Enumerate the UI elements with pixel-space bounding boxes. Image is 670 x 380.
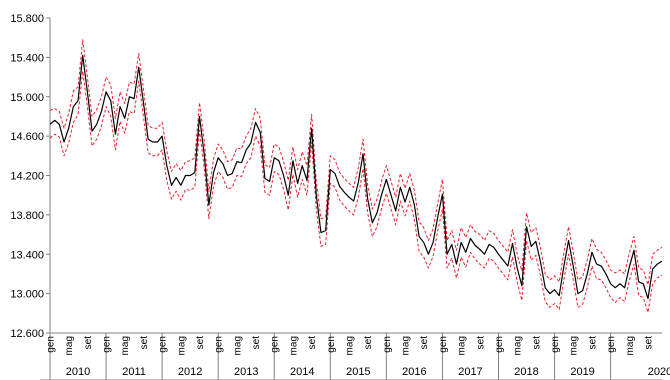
month-tick-label: mag	[569, 336, 580, 355]
central-line	[49, 54, 663, 300]
month-tick-label: set	[307, 336, 318, 350]
month-tick-label: gen	[214, 336, 225, 353]
year-tick-label: 2011	[122, 366, 146, 378]
month-tick-label: mag	[625, 336, 636, 355]
y-tick-label: 15.800	[10, 13, 44, 25]
year-tick-label: 2019	[570, 366, 594, 378]
month-tick-label: set	[475, 336, 486, 350]
month-tick-label: gen	[550, 336, 561, 353]
month-tick-label: mag	[120, 336, 131, 355]
y-tick-label: 15.400	[10, 52, 44, 64]
month-tick-label: gen	[326, 336, 337, 353]
month-tick-label: gen	[270, 336, 281, 353]
month-tick-label: set	[643, 336, 654, 350]
year-tick-label: 2014	[290, 366, 314, 378]
month-tick-label: set	[83, 336, 94, 350]
year-tick-label: 2018	[514, 366, 538, 378]
month-tick-label: gen	[102, 336, 113, 353]
month-tick-label: gen	[494, 336, 505, 353]
y-tick-label: 12.600	[10, 328, 44, 340]
year-tick-label: 2015	[346, 366, 370, 378]
month-tick-label: set	[363, 336, 374, 350]
band-line	[49, 39, 663, 286]
month-tick-label: gen	[382, 336, 393, 353]
year-tick-label: 2013	[234, 366, 258, 378]
month-tick-label: mag	[457, 336, 468, 355]
month-tick-label: set	[251, 336, 262, 350]
series-layer	[49, 39, 663, 313]
y-tick-label: 14.600	[10, 131, 44, 143]
y-tick-label: 13.400	[10, 249, 44, 261]
band-line	[49, 70, 663, 313]
month-tick-label: set	[587, 336, 598, 350]
year-tick-label: 2016	[402, 366, 426, 378]
month-tick-label: mag	[344, 336, 355, 355]
year-tick-label: 2020	[648, 366, 670, 378]
month-tick-label: set	[531, 336, 542, 350]
month-tick-label: mag	[64, 336, 75, 355]
month-tick-label: mag	[401, 336, 412, 355]
month-tick-label: gen	[606, 336, 617, 353]
month-tick-label: set	[419, 336, 430, 350]
month-tick-label: mag	[513, 336, 524, 355]
y-tick-label: 15.000	[10, 92, 44, 104]
month-tick-label: mag	[288, 336, 299, 355]
y-tick-label: 14.200	[10, 171, 44, 183]
axes	[40, 18, 662, 380]
y-tick-label: 13.000	[10, 289, 44, 301]
month-tick-label: gen	[438, 336, 449, 353]
month-tick-label: gen	[46, 336, 57, 353]
month-tick-label: set	[139, 336, 150, 350]
year-tick-label: 2017	[458, 366, 482, 378]
month-tick-label: set	[195, 336, 206, 350]
month-tick-label: mag	[176, 336, 187, 355]
y-tick-label: 13.800	[10, 210, 44, 222]
year-tick-label: 2012	[178, 366, 202, 378]
month-tick-label: gen	[158, 336, 169, 353]
month-tick-label: mag	[232, 336, 243, 355]
year-tick-label: 2010	[66, 366, 90, 378]
y-axis-tick-labels: 15.800 15.400 15.000 14.600 14.200 13.800 13.4…	[10, 13, 50, 340]
